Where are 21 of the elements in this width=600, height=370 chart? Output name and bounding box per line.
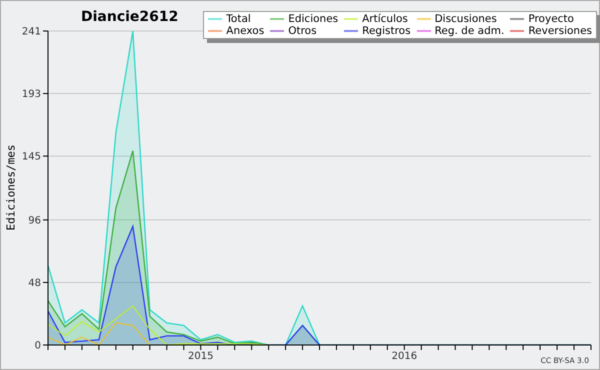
legend-label: Artículos bbox=[361, 13, 409, 25]
y-tick-label: 193 bbox=[22, 89, 41, 100]
legend-label: Proyecto bbox=[527, 13, 575, 25]
legend-label: Anexos bbox=[225, 25, 264, 37]
legend-label: Total bbox=[225, 13, 252, 25]
line-series bbox=[48, 322, 150, 345]
x-tick-label: 2016 bbox=[392, 351, 418, 362]
legend-label: Reversiones bbox=[527, 25, 592, 37]
y-tick-label: 96 bbox=[28, 215, 41, 226]
y-tick-label: 48 bbox=[28, 278, 41, 290]
legend-label: Reg. de adm. bbox=[434, 25, 504, 37]
x-tick-label: 2015 bbox=[188, 351, 214, 362]
legend-label: Registros bbox=[361, 25, 411, 37]
legend-label: Discusiones bbox=[434, 13, 498, 25]
y-tick-label: 145 bbox=[22, 152, 41, 163]
y-axis-title: Ediciones/mes bbox=[4, 143, 18, 233]
chart-title: Diancie2612 bbox=[81, 9, 178, 25]
y-tick-label: 241 bbox=[22, 26, 41, 38]
legend-label: Ediciones bbox=[287, 13, 338, 25]
legend-label: Otros bbox=[287, 25, 318, 37]
y-tick-label: 0 bbox=[34, 340, 41, 352]
